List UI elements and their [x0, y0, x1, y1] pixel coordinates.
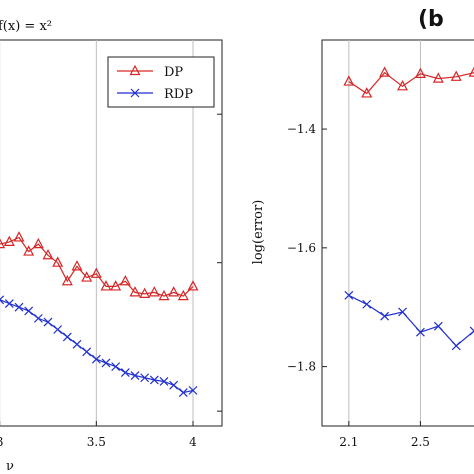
right-rdp-point [344, 290, 354, 300]
left-dp-point [148, 286, 160, 297]
right-dp-point [397, 80, 409, 91]
right-rdp-point [415, 327, 425, 337]
left-rdp-point [159, 377, 169, 386]
left-dp-point [61, 274, 73, 286]
left-dp-point [52, 256, 64, 267]
left-dp-point [100, 280, 112, 291]
left-dp-line [0, 236, 194, 297]
left-rdp-point [169, 380, 179, 390]
left-dp-point [3, 235, 15, 247]
left-rdp-point [149, 375, 159, 385]
right-dp-point [343, 75, 355, 86]
left-rdp-point [24, 306, 34, 316]
right-ticks: 2.1 2.5 −1.4 −1.6 −1.8 [287, 122, 430, 449]
right-ytick-label: −1.6 [287, 241, 316, 255]
left-dp-point [81, 271, 93, 282]
right-dp-point [432, 72, 444, 83]
left-rdp-point [120, 368, 130, 377]
right-dp-point [379, 66, 391, 77]
right-rdp-point [469, 326, 474, 336]
left-rdp-point [4, 299, 14, 308]
right-rdp-point [362, 299, 372, 309]
right-panel: 2.1 2.5 −1.4 −1.6 −1.8 log(error) (b [251, 7, 474, 449]
left-rdp-point [91, 354, 101, 364]
left-rdp-point [33, 313, 43, 323]
right-dp-point [468, 66, 474, 77]
left-dp-point [23, 245, 35, 256]
right-xtick-label: 2.1 [339, 435, 358, 449]
panel-tag-b: (b [418, 7, 444, 32]
right-dp-point [414, 67, 426, 78]
left-dp-point [119, 274, 131, 286]
legend-dp-label: DP [164, 65, 183, 80]
left-xtick-label: 4 [189, 435, 197, 449]
left-dp-point [71, 260, 83, 271]
right-rdp-point [451, 341, 461, 351]
left-rdp-point [101, 358, 111, 368]
left-title: f(x) = x² [0, 19, 52, 34]
left-dp-point [129, 286, 141, 297]
left-dp-point [177, 289, 189, 301]
left-dp-point [32, 237, 44, 249]
left-rdp-point [111, 362, 121, 372]
right-dp-point [450, 70, 462, 81]
left-dp-point [13, 231, 25, 242]
left-dp-point [168, 286, 180, 297]
right-series [343, 66, 474, 351]
right-rdp-point [380, 311, 390, 321]
left-plot-frame [0, 39, 223, 427]
left-xlabel: ν [6, 459, 14, 474]
left-rdp-line [0, 299, 194, 394]
left-rdp-point [0, 295, 5, 305]
left-xtick-label: 3.5 [87, 435, 106, 449]
left-rdp-point [62, 332, 72, 342]
left-dp-point [187, 280, 199, 291]
right-xtick-label: 2.5 [411, 435, 430, 449]
left-rdp-point [188, 385, 198, 395]
left-rdp-point [140, 373, 150, 383]
right-dp-point [361, 87, 373, 98]
left-rdp-point [130, 371, 140, 380]
left-dp-point [90, 267, 102, 278]
left-series [0, 231, 199, 398]
left-rdp-point [53, 325, 63, 334]
left-ticks: 33.54 [0, 113, 222, 449]
legend: DP RDP [107, 56, 215, 108]
left-dp-point [42, 248, 54, 260]
right-grid [348, 40, 421, 426]
right-ytick-label: −1.8 [287, 360, 316, 374]
legend-dp-marker [129, 64, 141, 76]
left-dp-point [110, 280, 122, 291]
left-xtick-label: 3 [0, 435, 3, 449]
right-ytick-label: −1.4 [287, 122, 317, 136]
right-ylabel: log(error) [251, 200, 266, 265]
left-rdp-point [43, 317, 53, 327]
right-rdp-point [398, 307, 407, 317]
right-rdp-point [433, 321, 443, 331]
legend-rdp-label: RDP [164, 87, 193, 102]
left-dp-point [139, 287, 151, 298]
left-rdp-point [14, 302, 24, 312]
left-dp-point [158, 289, 170, 301]
left-rdp-point [72, 339, 82, 349]
legend-rdp-marker [130, 88, 140, 98]
left-panel: 33.54 f(x) = x² ν DP RDP [0, 19, 223, 474]
left-rdp-point [82, 347, 92, 357]
left-rdp-point [178, 388, 188, 398]
right-plot-frame [321, 39, 474, 427]
legend-box [107, 56, 215, 108]
left-dp-point [0, 238, 6, 249]
